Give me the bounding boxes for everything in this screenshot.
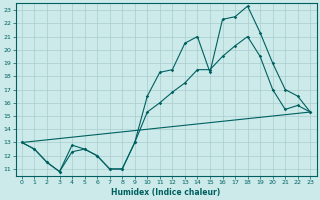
X-axis label: Humidex (Indice chaleur): Humidex (Indice chaleur) <box>111 188 221 197</box>
